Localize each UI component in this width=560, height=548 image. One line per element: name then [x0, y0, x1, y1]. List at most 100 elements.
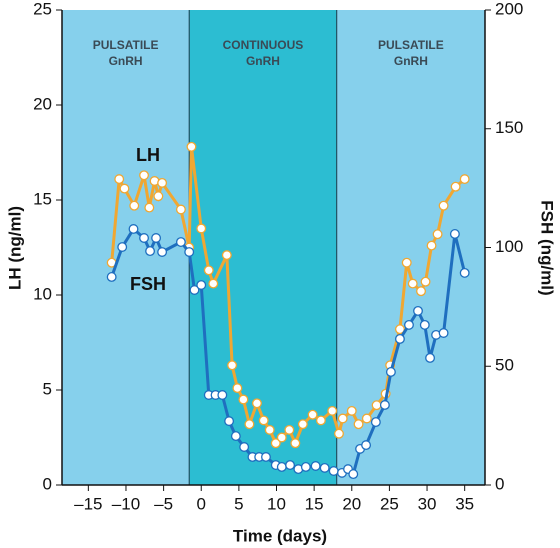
data-point	[264, 424, 275, 435]
data-point	[394, 324, 405, 335]
data-point	[221, 250, 232, 261]
data-point	[319, 462, 330, 473]
phase-band	[336, 10, 485, 485]
data-point	[307, 409, 318, 420]
data-point	[334, 428, 344, 439]
data-point	[426, 240, 437, 251]
data-point	[238, 394, 249, 405]
data-point	[432, 229, 443, 240]
y2-tick-label: 0	[495, 474, 504, 493]
data-point	[128, 224, 139, 234]
data-point	[196, 223, 207, 234]
data-point	[290, 438, 301, 449]
y-axis-title: LH (ng/ml)	[5, 206, 24, 290]
data-point	[175, 204, 186, 215]
data-point	[310, 461, 321, 471]
y2-tick-label: 150	[495, 118, 523, 137]
data-point	[153, 191, 164, 202]
data-point	[348, 469, 359, 480]
x-tick-label: 15	[305, 494, 324, 513]
y-tick-label: 25	[33, 0, 52, 18]
x-tick-label: 20	[342, 494, 361, 513]
data-point	[157, 177, 168, 188]
data-point	[419, 319, 430, 330]
phase-label: CONTINUOUS	[223, 38, 304, 52]
data-point	[175, 237, 186, 247]
phase-label: PULSATILE	[378, 38, 444, 52]
data-point	[401, 257, 412, 268]
data-point	[129, 200, 140, 211]
x-tick-label: 30	[418, 494, 437, 513]
data-point	[346, 405, 357, 416]
data-point	[327, 405, 338, 416]
data-point	[208, 278, 219, 289]
data-point	[232, 383, 243, 394]
data-point	[186, 141, 197, 152]
data-point	[371, 400, 382, 411]
data-point	[385, 367, 396, 377]
y-tick-label: 0	[43, 474, 52, 493]
data-point	[297, 419, 308, 430]
data-point	[106, 272, 117, 282]
data-point	[258, 415, 269, 426]
series-label: FSH	[130, 274, 166, 294]
series-label: LH	[136, 145, 160, 165]
data-point	[438, 200, 449, 211]
data-point	[145, 246, 156, 257]
data-point	[328, 466, 339, 476]
data-point	[276, 432, 287, 443]
y2-tick-label: 200	[495, 0, 523, 18]
data-point	[285, 460, 296, 471]
data-point	[449, 229, 460, 239]
data-point	[416, 286, 426, 297]
x-tick-label: 10	[267, 494, 286, 513]
data-point	[407, 278, 418, 289]
data-point	[394, 333, 405, 344]
x-axis-title: Time (days)	[233, 526, 327, 545]
phase-label: GnRH	[246, 54, 280, 68]
x-tick-label: –10	[112, 494, 140, 513]
data-point	[189, 285, 200, 295]
data-point	[361, 440, 372, 451]
data-point	[300, 462, 311, 472]
x-tick-label: –5	[154, 494, 173, 513]
data-point	[438, 328, 449, 338]
y-tick-label: 15	[33, 189, 52, 208]
data-point	[261, 452, 271, 462]
data-point	[117, 242, 128, 252]
data-point	[151, 233, 162, 243]
data-point	[379, 400, 390, 410]
data-point	[450, 181, 461, 192]
y2-tick-label: 100	[495, 237, 523, 256]
data-point	[276, 462, 287, 472]
y-tick-label: 5	[43, 379, 52, 398]
data-point	[413, 305, 423, 316]
y-tick-label: 10	[33, 284, 52, 303]
data-point	[139, 170, 149, 181]
data-point	[270, 438, 281, 449]
data-point	[157, 247, 168, 257]
y2-tick-label: 50	[495, 356, 514, 375]
phase-label: GnRH	[394, 54, 428, 68]
data-point	[227, 360, 238, 371]
x-tick-label: –15	[74, 494, 102, 513]
x-tick-label: 35	[455, 494, 474, 513]
data-point	[284, 424, 295, 435]
data-point	[203, 265, 214, 276]
phase-label: PULSATILE	[93, 38, 159, 52]
data-point	[244, 419, 255, 430]
data-point	[224, 416, 235, 427]
data-point	[217, 390, 228, 400]
data-point	[370, 417, 381, 428]
x-tick-label: 5	[234, 494, 243, 513]
data-point	[361, 413, 372, 424]
data-point	[184, 247, 195, 257]
data-point	[230, 431, 241, 442]
data-point	[420, 276, 431, 287]
x-tick-label: 25	[380, 494, 399, 513]
data-point	[425, 352, 436, 363]
data-point	[353, 419, 364, 430]
data-point	[459, 174, 470, 185]
phase-label: GnRH	[109, 54, 143, 68]
